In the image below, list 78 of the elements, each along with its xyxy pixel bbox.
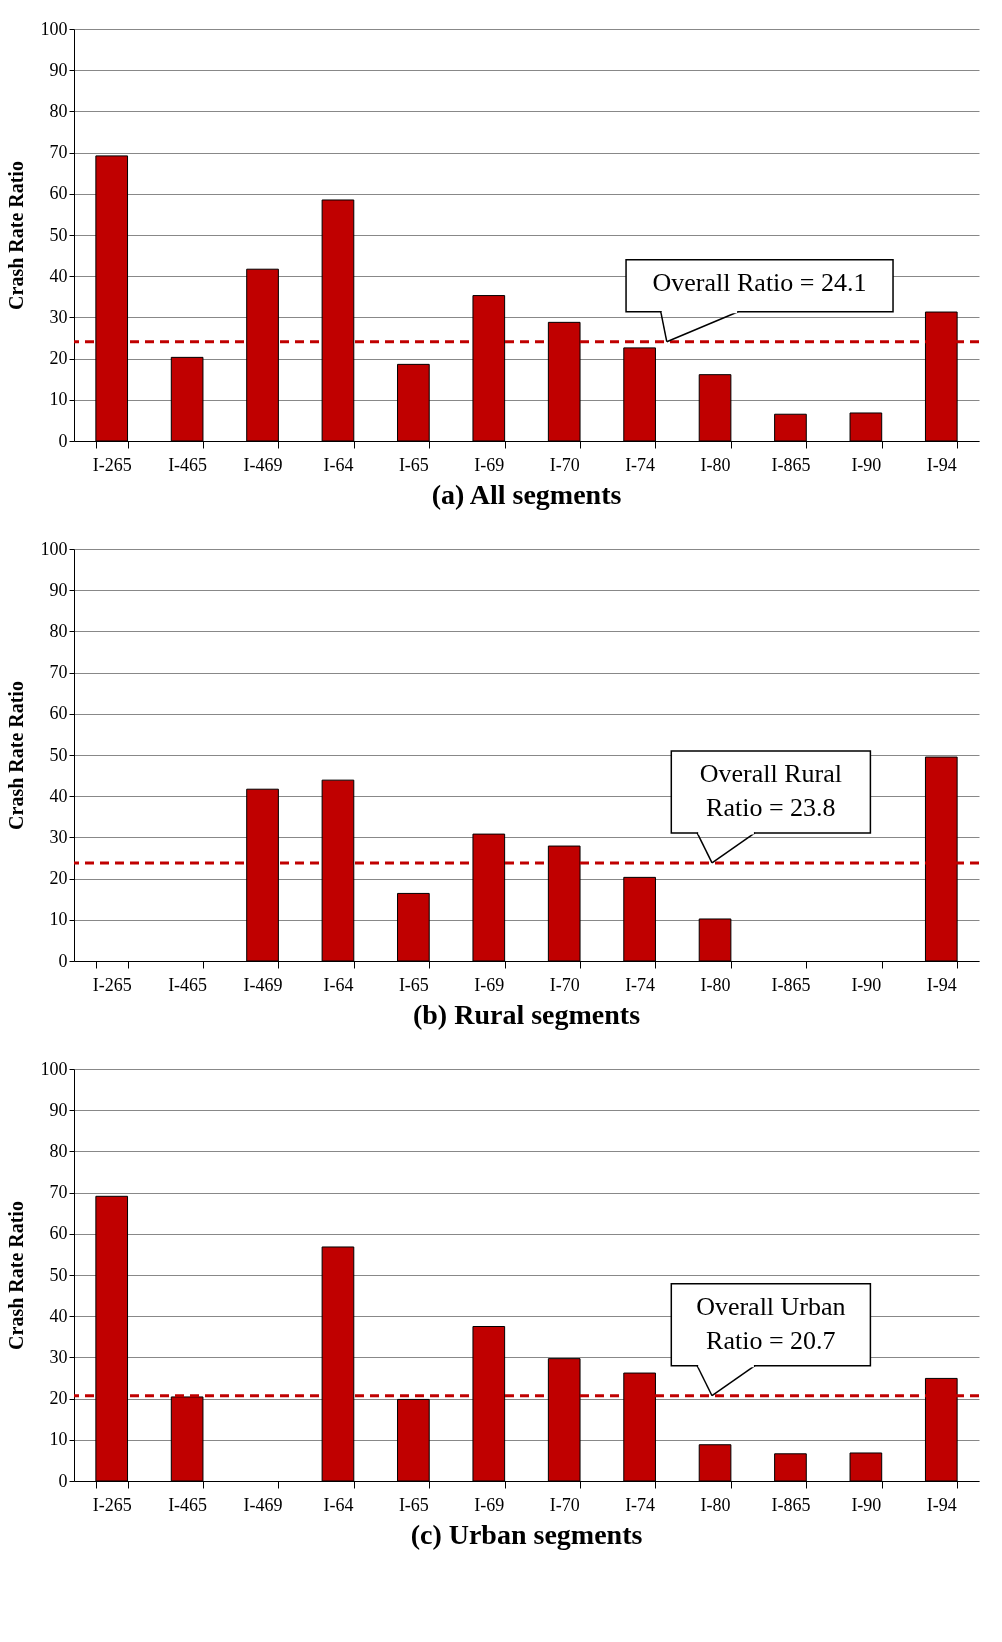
y-tick-label: 20 xyxy=(49,868,68,889)
y-tick-label: 60 xyxy=(49,183,68,204)
x-tick-label: I-265 xyxy=(92,974,132,995)
y-tick-label: 0 xyxy=(58,430,68,451)
y-tick-label: 0 xyxy=(58,1470,68,1491)
y-tick-label: 100 xyxy=(40,538,68,559)
text: (b) Rural segments xyxy=(412,999,641,1030)
x-tick-label: I-865 xyxy=(771,1494,811,1515)
x-tick-label: I-465 xyxy=(168,454,208,475)
x-tick-label: I-74 xyxy=(625,454,656,475)
x-tick-label: I-69 xyxy=(474,974,505,995)
y-tick-label: 50 xyxy=(49,1264,68,1285)
text: (a) All segments xyxy=(431,479,622,510)
x-tick-label: I-90 xyxy=(851,454,882,475)
y-tick-label: 0 xyxy=(58,950,68,971)
y-tick-label: 90 xyxy=(49,59,68,80)
x-tick-label: I-94 xyxy=(926,974,957,995)
x-tick-label: I-865 xyxy=(771,974,811,995)
y-tick-label: 10 xyxy=(49,909,68,930)
x-tick-label: I-465 xyxy=(168,974,208,995)
x-tick-label: I-74 xyxy=(625,1494,656,1515)
text: (c) Urban segments xyxy=(410,1519,643,1550)
ref-line-label: Overall Rural Ratio = 23.8 xyxy=(699,758,842,822)
y-tick-label: 80 xyxy=(49,100,68,121)
y-tick-label: 70 xyxy=(49,1182,68,1203)
y-tick-label: 40 xyxy=(49,785,68,806)
x-tick-label: I-90 xyxy=(851,1494,882,1515)
y-tick-label: 20 xyxy=(49,348,68,369)
x-tick-label: I-469 xyxy=(243,454,283,475)
x-tick-label: I-80 xyxy=(700,1494,731,1515)
x-tick-label: I-65 xyxy=(398,454,429,475)
x-tick-label: I-265 xyxy=(92,454,132,475)
y-axis-title: Crash Rate Ratio xyxy=(4,1201,27,1350)
y-axis-title: Crash Rate Ratio xyxy=(4,681,27,830)
x-tick-label: I-469 xyxy=(243,1494,283,1515)
y-tick-label: 30 xyxy=(49,306,68,327)
x-tick-label: I-90 xyxy=(851,974,882,995)
y-tick-label: 30 xyxy=(49,826,68,847)
x-tick-label: I-94 xyxy=(926,1494,957,1515)
x-tick-label: I-94 xyxy=(926,454,957,475)
y-tick-label: 60 xyxy=(49,1223,68,1244)
ref-line-label: Overall Ratio = 24.1 xyxy=(652,267,867,297)
y-tick-label: 30 xyxy=(49,1346,68,1367)
x-tick-label: I-65 xyxy=(398,974,429,995)
x-tick-label: I-69 xyxy=(474,1494,505,1515)
x-tick-label: I-70 xyxy=(549,454,580,475)
x-tick-label: I-265 xyxy=(92,1494,132,1515)
y-tick-label: 40 xyxy=(49,1305,68,1326)
x-tick-label: I-80 xyxy=(700,454,731,475)
y-tick-label: 10 xyxy=(49,1429,68,1450)
y-tick-label: 20 xyxy=(49,1388,68,1409)
y-tick-label: 90 xyxy=(49,579,68,600)
x-tick-label: I-64 xyxy=(323,1494,354,1515)
x-tick-label: I-865 xyxy=(771,454,811,475)
x-tick-label: I-65 xyxy=(398,1494,429,1515)
ref-line-label: Overall Urban Ratio = 20.7 xyxy=(696,1291,846,1355)
y-tick-label: 100 xyxy=(40,1058,68,1079)
y-tick-label: 90 xyxy=(49,1099,68,1120)
y-tick-label: 10 xyxy=(49,389,68,410)
x-tick-label: I-465 xyxy=(168,1494,208,1515)
x-tick-label: I-80 xyxy=(700,974,731,995)
x-tick-label: I-70 xyxy=(549,1494,580,1515)
x-tick-label: I-469 xyxy=(243,974,283,995)
y-tick-label: 80 xyxy=(49,620,68,641)
y-tick-label: 100 xyxy=(40,18,68,39)
y-axis-title: Crash Rate Ratio xyxy=(4,161,27,310)
x-tick-label: I-70 xyxy=(549,974,580,995)
x-tick-label: I-74 xyxy=(625,974,656,995)
y-tick-label: 70 xyxy=(49,142,68,163)
y-tick-label: 50 xyxy=(49,744,68,765)
x-tick-label: I-69 xyxy=(474,454,505,475)
y-tick-label: 50 xyxy=(49,224,68,245)
y-tick-label: 70 xyxy=(49,662,68,683)
y-tick-label: 60 xyxy=(49,703,68,724)
y-tick-label: 80 xyxy=(49,1140,68,1161)
x-tick-label: I-64 xyxy=(323,974,354,995)
x-tick-label: I-64 xyxy=(323,454,354,475)
y-tick-label: 40 xyxy=(49,265,68,286)
